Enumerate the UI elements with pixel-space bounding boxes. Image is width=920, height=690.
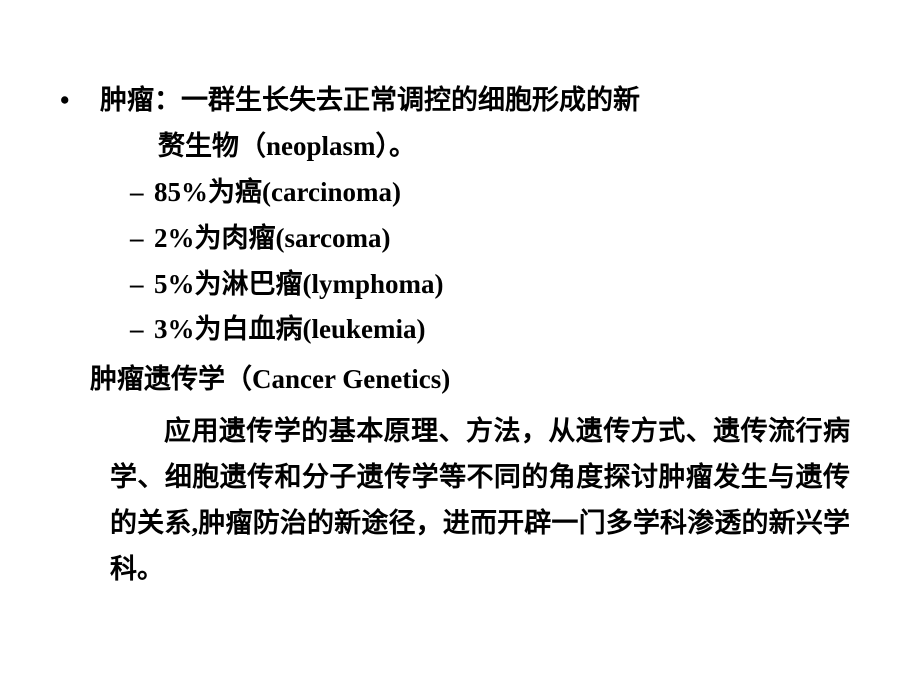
- sub-item-1: – 85%为癌(carcinoma): [60, 170, 860, 216]
- sub-item-3: – 5%为淋巴瘤(lymphoma): [60, 262, 860, 308]
- slide: • 肿瘤：一群生长失去正常调控的细胞形成的新 赘生物（neoplasm）。 – …: [0, 0, 920, 690]
- sub-item-2-text: 2%为肉瘤(sarcoma): [154, 216, 390, 262]
- dash-icon: –: [130, 216, 154, 262]
- sub-item-1-text: 85%为癌(carcinoma): [154, 170, 401, 216]
- paragraph: 应用遗传学的基本原理、方法，从遗传方式、遗传流行病学、细胞遗传和分子遗传学等不同…: [60, 409, 860, 593]
- sub-item-2: – 2%为肉瘤(sarcoma): [60, 216, 860, 262]
- section-title: 肿瘤遗传学（Cancer Genetics): [60, 357, 860, 403]
- sub-item-4-text: 3%为白血病(leukemia): [154, 307, 425, 353]
- dash-icon: –: [130, 262, 154, 308]
- dash-icon: –: [130, 170, 154, 216]
- sub-item-3-text: 5%为淋巴瘤(lymphoma): [154, 262, 444, 308]
- paragraph-text: 应用遗传学的基本原理、方法，从遗传方式、遗传流行病学、细胞遗传和分子遗传学等不同…: [110, 409, 850, 593]
- main-bullet-line2: 赘生物（neoplasm）。: [60, 124, 860, 170]
- main-bullet-text-line1: 肿瘤：一群生长失去正常调控的细胞形成的新: [100, 78, 860, 124]
- main-bullet-line1: • 肿瘤：一群生长失去正常调控的细胞形成的新: [60, 78, 860, 124]
- sub-item-4: – 3%为白血病(leukemia): [60, 307, 860, 353]
- dash-icon: –: [130, 307, 154, 353]
- bullet-marker: •: [60, 78, 100, 124]
